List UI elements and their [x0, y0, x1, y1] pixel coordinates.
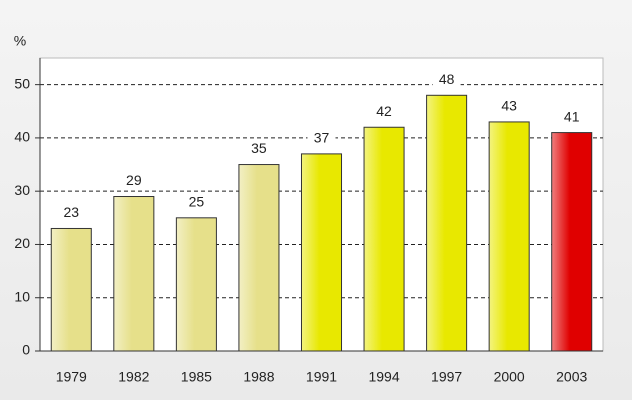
value-label: 37	[314, 130, 330, 146]
y-tick-label: 10	[14, 288, 30, 304]
bar	[300, 153, 343, 352]
y-axis-label: %	[14, 33, 26, 49]
y-tick-label: 30	[14, 182, 30, 198]
value-label-box	[244, 139, 273, 158]
value-label-box	[307, 128, 336, 147]
x-tick-label: 2003	[556, 369, 587, 385]
y-tick-label: 50	[14, 75, 30, 91]
bar	[363, 126, 405, 352]
value-label: 29	[126, 172, 142, 188]
value-label-box	[57, 203, 86, 222]
value-label: 25	[189, 194, 205, 210]
value-label-box	[432, 70, 461, 89]
x-tick-label: 1997	[431, 369, 462, 385]
bar	[50, 227, 92, 352]
x-tick-label: 1979	[56, 369, 87, 385]
x-tick-label: 1994	[368, 369, 399, 385]
value-label-box	[495, 96, 524, 115]
bar	[551, 132, 593, 352]
value-label: 35	[251, 140, 267, 156]
value-label: 43	[501, 98, 517, 114]
x-tick-label: 1982	[118, 369, 149, 385]
bar	[426, 94, 468, 352]
value-label: 42	[376, 103, 392, 119]
x-tick-label: 2000	[494, 369, 525, 385]
bar	[488, 121, 530, 352]
value-label: 23	[63, 204, 79, 220]
x-tick-label: 1991	[306, 369, 337, 385]
bar	[113, 196, 155, 352]
value-label: 48	[439, 71, 455, 87]
value-label-box	[370, 102, 399, 121]
value-label-box	[119, 171, 148, 190]
bar	[238, 164, 280, 352]
y-tick-label: 40	[14, 129, 30, 145]
value-label: 41	[564, 108, 580, 124]
value-label-box	[182, 192, 211, 211]
bar	[175, 217, 217, 352]
value-label-box	[557, 107, 586, 126]
x-tick-label: 1988	[243, 369, 274, 385]
y-tick-label: 20	[14, 235, 30, 251]
x-tick-label: 1985	[181, 369, 212, 385]
y-tick-label: 0	[22, 342, 30, 358]
